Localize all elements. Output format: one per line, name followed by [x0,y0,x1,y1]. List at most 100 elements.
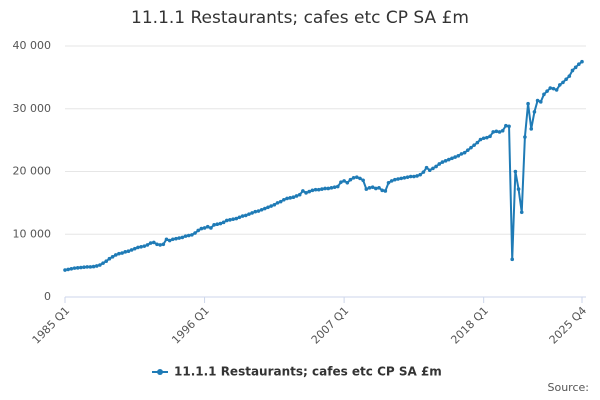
y-tick-label: 0 [44,290,51,303]
point [180,235,185,240]
point [275,201,280,205]
point [174,236,178,241]
point [269,204,273,208]
point [491,130,495,134]
point [320,187,324,191]
point [120,251,124,255]
point [98,263,102,267]
point [72,266,77,270]
point [117,251,121,256]
point [161,242,166,247]
point [504,123,508,128]
point [542,92,546,97]
point [418,172,423,177]
point [450,156,454,161]
point [567,74,572,78]
point [82,265,86,269]
point [554,88,559,92]
point [519,210,524,215]
point [551,86,556,91]
point [183,234,188,238]
point [446,157,451,162]
series-line [64,60,583,271]
x-tick-label: 2018 Q1 [448,304,491,347]
point [389,179,394,183]
point [104,259,109,264]
point [535,98,540,103]
point [221,220,226,225]
point [228,218,232,222]
point [167,238,172,243]
point [462,150,467,155]
point [313,187,318,192]
point [91,264,96,269]
point [155,242,159,247]
point [478,137,483,142]
point [510,257,515,262]
point [199,226,204,231]
point [126,249,131,253]
point [513,169,518,174]
point [148,241,153,245]
point [218,221,223,226]
point [85,265,90,269]
point [427,168,432,173]
point [339,180,343,184]
point [272,202,277,207]
point [538,100,543,104]
point [209,226,213,230]
x-tick-label: 1985 Q1 [30,304,73,347]
point [110,255,115,259]
point [259,207,264,212]
point [113,253,118,257]
point [351,175,356,180]
point [288,196,292,200]
point [577,62,581,66]
point [393,177,397,182]
point [171,237,175,242]
point [545,89,549,93]
point [335,184,340,189]
point [247,212,251,216]
point [231,217,235,221]
y-tick-label: 10 000 [13,227,52,240]
point [190,233,194,237]
point [456,154,461,158]
point [123,250,128,254]
point [186,233,191,238]
point [278,199,283,204]
point [297,192,302,197]
point [263,206,267,211]
point [412,174,416,179]
point [142,244,147,248]
point [507,124,511,129]
point [75,266,80,270]
point [453,155,457,159]
point [323,186,327,191]
point [364,187,369,191]
point [564,77,568,82]
point [488,134,492,139]
point [526,101,530,106]
point [291,195,296,200]
point [485,135,489,140]
point [136,245,140,250]
point [177,236,181,240]
point [529,127,534,131]
point [215,222,220,227]
source: Source: [548,381,590,394]
point [377,186,381,190]
point [101,261,105,265]
point [63,268,67,272]
point [469,145,473,150]
point [139,245,143,249]
point [440,160,445,164]
point [266,205,270,210]
y-tick-label: 30 000 [13,102,52,115]
point [164,237,169,242]
point [548,86,553,90]
point [383,189,388,193]
point [402,175,407,180]
point [399,176,404,181]
point [396,177,400,181]
